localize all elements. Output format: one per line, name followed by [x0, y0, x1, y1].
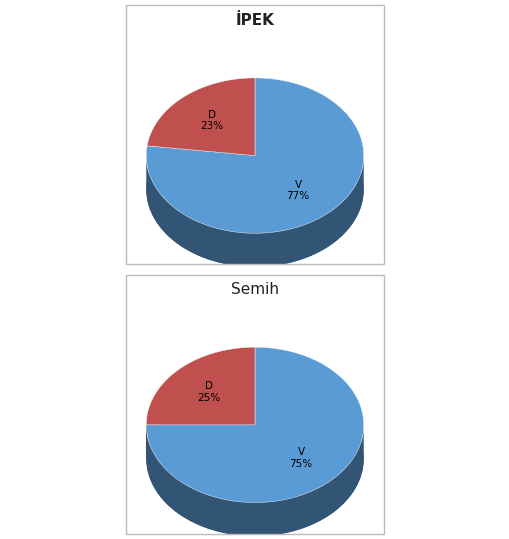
Text: 25%: 25%: [197, 392, 220, 403]
Text: 77%: 77%: [286, 191, 309, 201]
Text: V: V: [297, 447, 304, 457]
Polygon shape: [146, 347, 363, 502]
Polygon shape: [146, 156, 363, 267]
Polygon shape: [146, 78, 363, 233]
Text: 75%: 75%: [289, 459, 312, 468]
Ellipse shape: [146, 381, 363, 536]
Text: Semih: Semih: [231, 282, 278, 298]
Text: D: D: [205, 381, 212, 391]
Text: İPEK: İPEK: [235, 13, 274, 28]
Text: D: D: [208, 110, 215, 120]
Polygon shape: [147, 78, 254, 156]
Polygon shape: [146, 347, 254, 425]
Polygon shape: [146, 425, 363, 536]
Text: 23%: 23%: [200, 121, 223, 132]
Text: V: V: [294, 180, 301, 190]
Ellipse shape: [146, 112, 363, 267]
